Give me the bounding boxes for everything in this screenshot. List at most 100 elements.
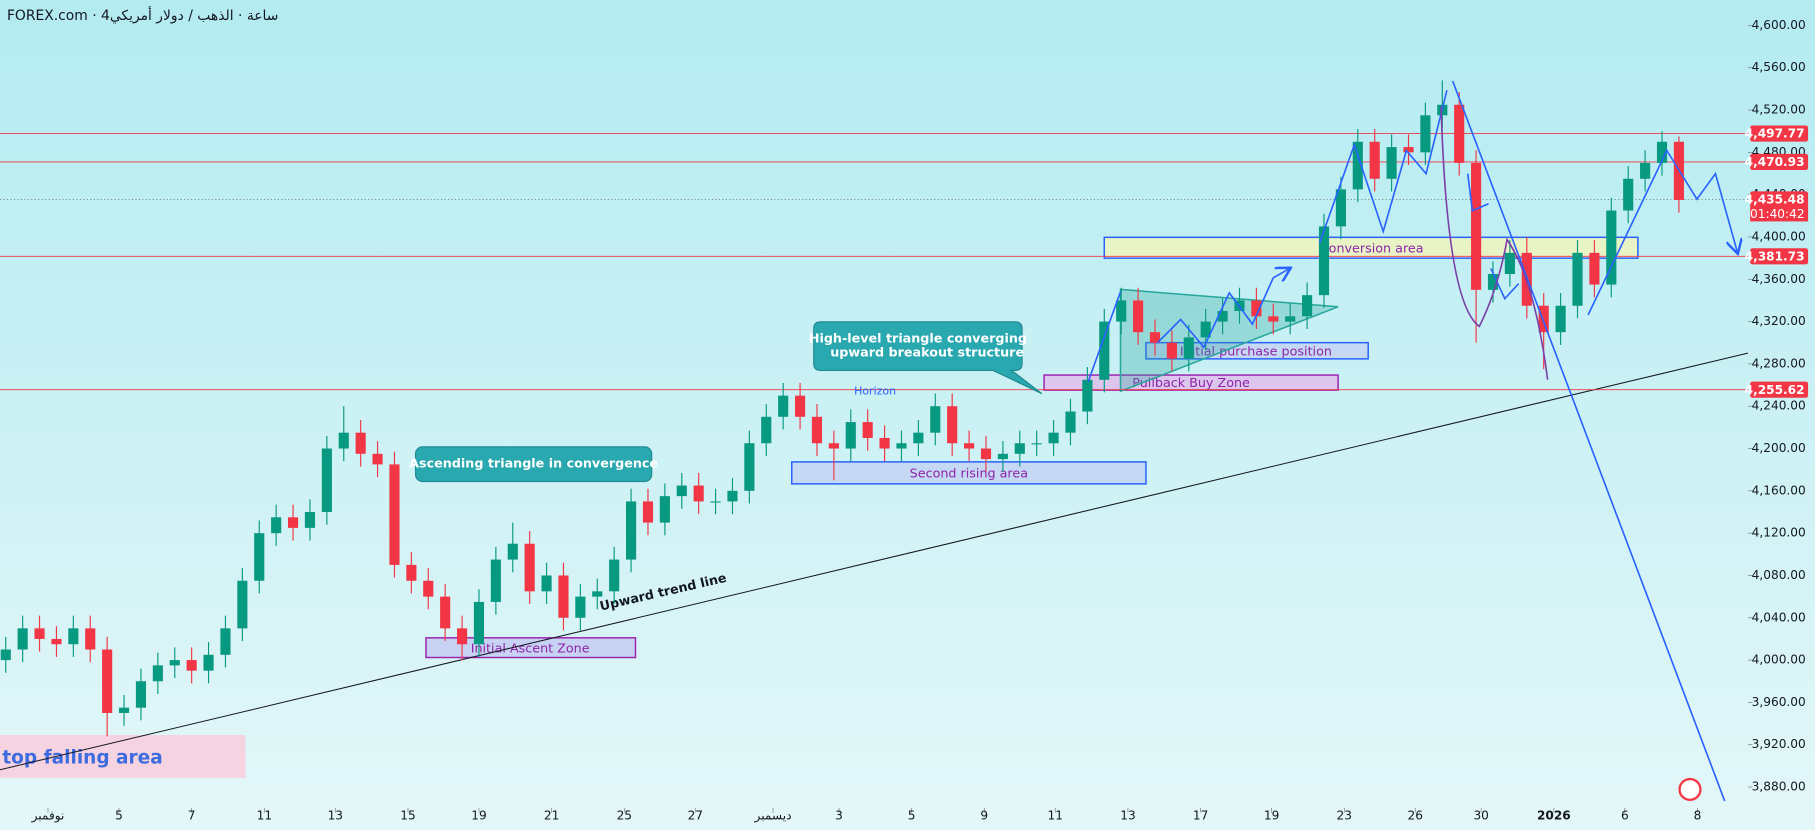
- y-tick-label: 3,960.00: [1752, 695, 1806, 709]
- projection-line: [1087, 291, 1122, 383]
- candle-body: [1504, 252, 1515, 274]
- overlays: Horizon Ascending triangle in convergence…: [409, 80, 1809, 802]
- candle-body: [135, 681, 147, 708]
- candle-body: [1285, 316, 1296, 322]
- y-tick-label: 3,920.00: [1752, 737, 1806, 751]
- candle-body: [930, 406, 941, 433]
- candle-body: [524, 543, 535, 592]
- x-tick-label: نوفمبر: [31, 809, 65, 824]
- candle-body: [254, 533, 265, 581]
- candle-body: [1082, 379, 1093, 412]
- candle-body: [761, 416, 772, 444]
- candle-body: [693, 485, 704, 502]
- candle-body: [541, 575, 552, 592]
- x-tick-label: 13: [1120, 809, 1135, 823]
- x-tick-label: 5: [908, 809, 916, 823]
- price-tag: [1750, 125, 1809, 142]
- zone: [790, 461, 1147, 485]
- candle-body: [778, 395, 789, 417]
- candle-body: [1471, 162, 1482, 290]
- candle-body: [913, 432, 924, 444]
- x-tick-label: 8: [1694, 809, 1702, 823]
- chart-title: FOREX.com · 4ساعة · الذهب / دولار أمريكي: [7, 6, 278, 24]
- annotation: Second rising area: [910, 467, 1028, 482]
- candle-body: [1572, 252, 1583, 306]
- logo: [1678, 777, 1702, 802]
- candle-body: [1369, 141, 1380, 179]
- candle-body: [321, 448, 332, 512]
- candle-body: [68, 628, 79, 645]
- candle-body: [828, 443, 839, 449]
- candle-body: [423, 580, 434, 597]
- candle-body: [1656, 141, 1668, 163]
- candle-body: [1623, 178, 1634, 211]
- x-tick-label: 23: [1337, 809, 1352, 823]
- projection-line: [1156, 269, 1290, 349]
- price-tag: [1750, 153, 1809, 171]
- y-tick-label: 4,360.00: [1752, 272, 1806, 286]
- y-tick-label: 4,560.00: [1752, 60, 1806, 74]
- candle-body: [1386, 147, 1397, 179]
- countdown-tag: [1750, 206, 1809, 222]
- y-tick-label: 4,040.00: [1752, 610, 1806, 624]
- candle-body: [795, 395, 806, 417]
- candle-body: [152, 665, 163, 682]
- x-tick-label: 19: [471, 809, 486, 823]
- candle-body: [1403, 147, 1414, 153]
- candle-body: [507, 543, 518, 560]
- projection-line: [1451, 80, 1726, 802]
- x-tick-label: 2026: [1537, 809, 1571, 823]
- candle-body: [1048, 432, 1059, 444]
- candle-body: [744, 443, 755, 491]
- triangle: [1119, 288, 1339, 393]
- price-tag-label: 4,255.62: [1745, 383, 1805, 397]
- candle-body: [811, 416, 823, 444]
- candle-body: [473, 601, 485, 645]
- candle-body: [879, 437, 890, 449]
- candle-body: [1302, 295, 1313, 317]
- candle-body: [85, 628, 96, 650]
- x-tick-label: ديسمبر: [754, 809, 792, 824]
- candle-body: [203, 654, 214, 671]
- candle-body: [980, 448, 992, 460]
- x-tick-label: 17: [1193, 809, 1208, 823]
- candle-body: [1133, 300, 1144, 333]
- x-tick-label: 25: [617, 809, 632, 823]
- candle-body: [558, 575, 569, 618]
- projection-line: [1466, 173, 1489, 212]
- candle-body: [1183, 337, 1194, 359]
- candle-body: [1268, 316, 1279, 322]
- candle-body: [1065, 411, 1076, 433]
- y-tick-label: 4,400.00: [1752, 229, 1806, 243]
- candle-body: [1116, 300, 1127, 322]
- price-tag: [1750, 248, 1809, 265]
- candle-body: [659, 496, 670, 523]
- candle-body: [1166, 342, 1177, 359]
- callout: [414, 446, 653, 483]
- y-tick-label: 4,000.00: [1752, 653, 1806, 667]
- y-tick-label: 4,520.00: [1752, 103, 1806, 117]
- annotation: Ascending triangle in convergence: [409, 457, 658, 472]
- annotation: Conversion area: [1320, 241, 1424, 256]
- candle-body: [169, 660, 180, 666]
- candle-body: [355, 432, 366, 454]
- candle-body: [186, 660, 197, 671]
- candle-body: [220, 628, 231, 655]
- x-tick-label: 3: [835, 809, 843, 823]
- candle-body: [592, 591, 603, 597]
- x-tick-label: 9: [980, 809, 988, 823]
- candle-body: [609, 559, 620, 592]
- candle-body: [0, 649, 11, 661]
- x-tick-label: 6: [1621, 809, 1629, 823]
- x-tick-label: 5: [115, 809, 123, 823]
- y-tick-label: 4,080.00: [1752, 568, 1806, 582]
- candle-body: [896, 443, 907, 449]
- y-tick-label: 4,200.00: [1752, 441, 1806, 455]
- y-tick-label: 4,240.00: [1752, 399, 1806, 413]
- candle-body: [1014, 443, 1025, 454]
- candle-body: [34, 628, 45, 639]
- y-tick-label: 4,280.00: [1752, 356, 1806, 370]
- projection-line: [1587, 148, 1737, 316]
- candle-body: [1589, 252, 1600, 285]
